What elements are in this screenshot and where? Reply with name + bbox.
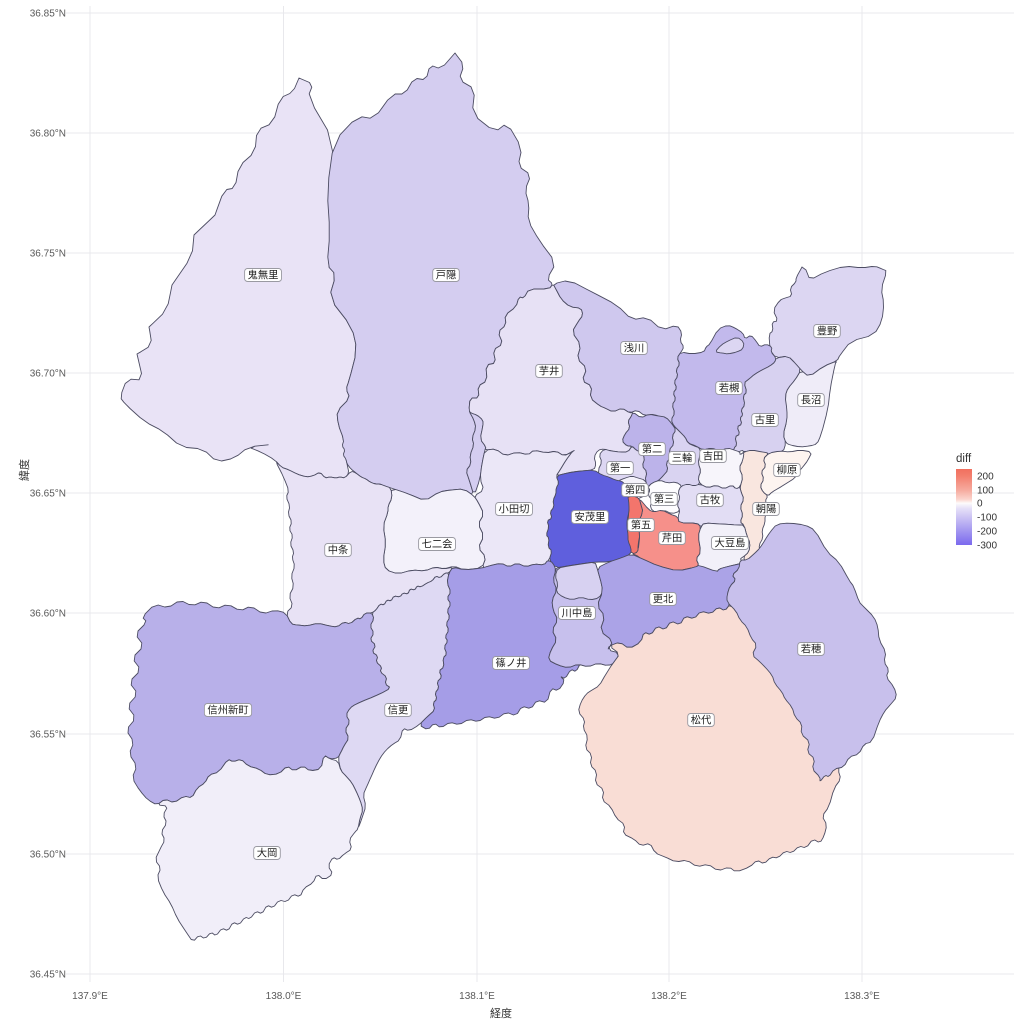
svg-text:-300: -300 [977, 541, 997, 552]
svg-text:第五: 第五 [631, 519, 652, 532]
svg-text:篠ノ井: 篠ノ井 [496, 657, 527, 670]
svg-text:朝陽: 朝陽 [756, 504, 777, 516]
svg-text:長沼: 長沼 [801, 394, 822, 407]
svg-text:信更: 信更 [388, 705, 409, 717]
svg-text:36.55°N: 36.55°N [30, 730, 66, 741]
svg-text:36.65°N: 36.65°N [30, 489, 66, 500]
svg-text:芋井: 芋井 [539, 365, 560, 378]
svg-text:大岡: 大岡 [257, 847, 278, 860]
svg-text:138.2°E: 138.2°E [651, 991, 687, 1002]
svg-text:川中島: 川中島 [562, 607, 593, 620]
svg-text:0: 0 [977, 499, 983, 510]
svg-text:100: 100 [977, 486, 994, 497]
svg-text:若穂: 若穂 [801, 643, 822, 656]
svg-text:七二会: 七二会 [422, 538, 453, 551]
svg-text:diff: diff [956, 453, 972, 465]
svg-text:36.50°N: 36.50°N [30, 850, 66, 861]
svg-text:緯度: 緯度 [17, 459, 31, 481]
svg-text:36.80°N: 36.80°N [30, 129, 66, 140]
svg-text:138.1°E: 138.1°E [459, 991, 495, 1002]
svg-text:浅川: 浅川 [624, 342, 645, 355]
svg-text:-100: -100 [977, 513, 997, 524]
svg-text:第二: 第二 [642, 443, 663, 456]
svg-text:戸隠: 戸隠 [436, 270, 457, 282]
svg-text:松代: 松代 [691, 714, 712, 727]
svg-text:138.0°E: 138.0°E [266, 991, 302, 1002]
svg-text:経度: 経度 [490, 1006, 512, 1020]
svg-text:中条: 中条 [328, 544, 349, 557]
svg-text:36.70°N: 36.70°N [30, 369, 66, 380]
svg-text:古里: 古里 [755, 414, 776, 427]
svg-text:三輪: 三輪 [672, 452, 693, 465]
svg-text:第三: 第三 [654, 493, 675, 506]
svg-text:36.75°N: 36.75°N [30, 249, 66, 260]
svg-text:36.45°N: 36.45°N [30, 970, 66, 981]
svg-text:芹田: 芹田 [662, 533, 683, 545]
svg-text:200: 200 [977, 472, 994, 483]
svg-text:信州新町: 信州新町 [207, 704, 248, 717]
svg-text:更北: 更北 [653, 594, 674, 606]
svg-text:36.60°N: 36.60°N [30, 609, 66, 620]
svg-text:安茂里: 安茂里 [575, 511, 606, 524]
svg-text:柳原: 柳原 [777, 464, 798, 477]
svg-text:-200: -200 [977, 527, 997, 538]
svg-text:第一: 第一 [610, 462, 631, 475]
svg-text:137.9°E: 137.9°E [72, 991, 108, 1002]
svg-text:吉田: 吉田 [703, 451, 724, 463]
svg-text:第四: 第四 [625, 484, 646, 497]
svg-text:大豆島: 大豆島 [715, 537, 746, 550]
svg-text:小田切: 小田切 [499, 504, 530, 516]
svg-text:鬼無里: 鬼無里 [248, 269, 279, 282]
svg-text:豊野: 豊野 [817, 325, 838, 338]
svg-text:若槻: 若槻 [719, 382, 740, 395]
svg-text:古牧: 古牧 [700, 494, 721, 507]
svg-text:36.85°N: 36.85°N [30, 9, 66, 20]
svg-text:138.3°E: 138.3°E [844, 991, 880, 1002]
